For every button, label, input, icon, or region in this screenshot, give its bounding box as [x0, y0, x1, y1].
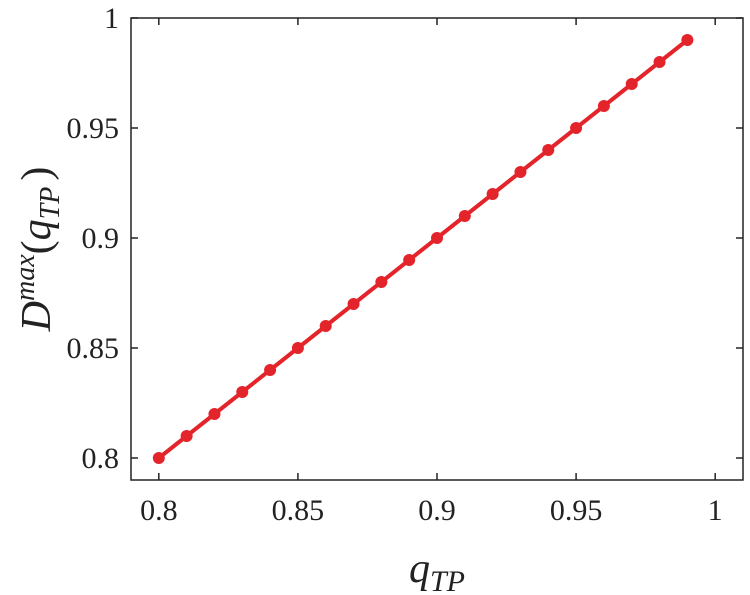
data-point — [458, 210, 471, 222]
data-point — [291, 342, 304, 354]
x-tick-label: 1 — [708, 494, 723, 527]
x-tick-label: 0.95 — [550, 494, 603, 527]
plot-area — [130, 17, 744, 481]
data-point — [625, 78, 638, 90]
data-point — [403, 254, 416, 266]
data-point — [681, 34, 694, 46]
data-point — [597, 100, 610, 112]
y-axis-label: Dmax(qTP) — [10, 167, 66, 333]
y-axis: 0.8 0.85 0.9 0.95 1 — [67, 2, 743, 475]
data-point — [236, 386, 249, 398]
y-tick-label: 0.9 — [82, 222, 120, 255]
y-tick-label: 0.95 — [67, 112, 120, 145]
x-axis-label: qTP — [409, 546, 465, 595]
x-tick-label: 0.8 — [140, 494, 178, 527]
x-axis: 0.8 0.85 0.9 0.95 1 — [140, 18, 723, 527]
data-point — [180, 430, 193, 442]
data-point — [570, 122, 583, 134]
y-tick-label: 0.8 — [82, 442, 120, 475]
y-tick-label: 1 — [104, 2, 119, 35]
data-point — [431, 232, 443, 244]
series-layer — [152, 34, 694, 464]
data-point — [319, 320, 332, 332]
data-point — [486, 188, 499, 200]
data-point — [542, 144, 555, 156]
data-point — [264, 364, 277, 376]
x-tick-label: 0.85 — [272, 494, 325, 527]
data-point — [152, 452, 165, 464]
data-point — [375, 276, 388, 288]
data-point — [653, 56, 666, 68]
data-point — [208, 408, 221, 420]
y-tick-label: 0.85 — [67, 332, 120, 365]
data-point — [514, 166, 527, 178]
data-point — [347, 298, 360, 310]
x-tick-label: 0.9 — [418, 494, 456, 527]
